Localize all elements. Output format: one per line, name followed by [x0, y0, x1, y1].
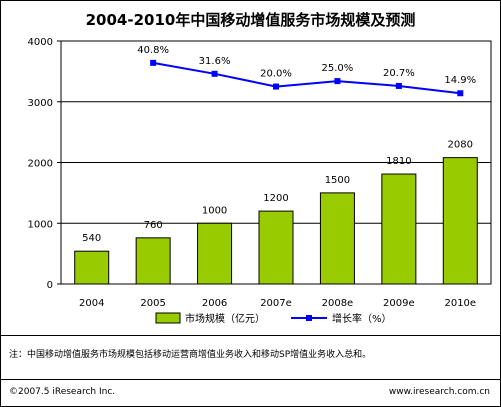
x-tick-label: 2007e: [260, 298, 292, 309]
divider-bottom: [1, 379, 500, 380]
bar: [197, 222, 233, 285]
bar-data-label: 1200: [263, 193, 288, 204]
legend-line-label: 增长率（%）: [332, 312, 392, 325]
bar-layer: 540 760 1000 1200 1500 1810 2080: [74, 140, 478, 285]
growth-data-label: 20.7%: [383, 68, 415, 79]
growth-point: [211, 70, 218, 77]
growth-point: [395, 82, 402, 89]
growth-point: [150, 59, 157, 66]
y-tick-label: 1000: [28, 219, 53, 230]
bar-data-label: 1000: [202, 205, 227, 216]
growth-point: [334, 78, 341, 85]
bar: [74, 250, 110, 285]
legend-line-marker: [306, 315, 312, 321]
bar: [381, 173, 417, 285]
growth-data-label: 25.0%: [322, 63, 354, 74]
y-tick-label: 0: [47, 280, 53, 291]
bar-data-label: 760: [144, 220, 163, 231]
growth-data-label: 40.8%: [137, 45, 169, 56]
x-tick-label: 2008e: [322, 298, 354, 309]
x-tick-label: 2005: [140, 298, 165, 309]
bar: [135, 237, 171, 285]
x-tick-label: 2009e: [383, 298, 415, 309]
growth-data-label: 31.6%: [199, 56, 231, 67]
legend-bar-swatch: [155, 312, 181, 324]
legend-bar-label: 市场规模（亿元）: [185, 312, 265, 325]
y-tick-label: 3000: [28, 98, 53, 109]
website-link[interactable]: www.iresearch.com.cn: [388, 387, 490, 397]
bar: [442, 157, 478, 285]
chart-plot: 0 1000 2000 3000 4000 2004 2005 2006 2007e 2008e 2…: [28, 37, 492, 325]
axis-layer: 0 1000 2000 3000 4000 2004 2005 2006 2007e 2008e 2…: [28, 37, 477, 309]
chart-title: 2004-2010年中国移动增值服务市场规模及预测: [85, 11, 416, 29]
bar: [258, 210, 294, 285]
x-tick-label: 2010e: [444, 298, 476, 309]
x-tick-label: 2004: [79, 298, 104, 309]
y-tick-label: 2000: [28, 159, 53, 170]
footnote: 注：中国移动增值服务市场规模包括移动运营商增值业务收入和移动SP增值业务收入总和…: [9, 350, 372, 360]
divider-top: [1, 335, 500, 336]
y-tick-label: 4000: [28, 37, 53, 48]
bar-data-label: 1500: [325, 175, 350, 186]
line-layer: 40.8% 31.6% 20.0% 25.0% 20.7% 14.9%: [137, 45, 476, 97]
bar-data-label: 540: [82, 233, 101, 244]
growth-data-label: 20.0%: [260, 69, 292, 80]
growth-point: [273, 83, 279, 90]
legend: 市场规模（亿元） 增长率（%）: [155, 312, 392, 325]
copyright-text: ©2007.5 iResearch Inc.: [9, 387, 116, 397]
growth-line: [152, 61, 461, 95]
growth-data-label: 14.9%: [444, 75, 476, 86]
bar-data-label: 1810: [386, 156, 411, 167]
x-tick-label: 2006: [202, 298, 227, 309]
bar-data-label: 2080: [448, 140, 473, 151]
growth-point: [457, 90, 464, 97]
bar: [319, 192, 355, 285]
